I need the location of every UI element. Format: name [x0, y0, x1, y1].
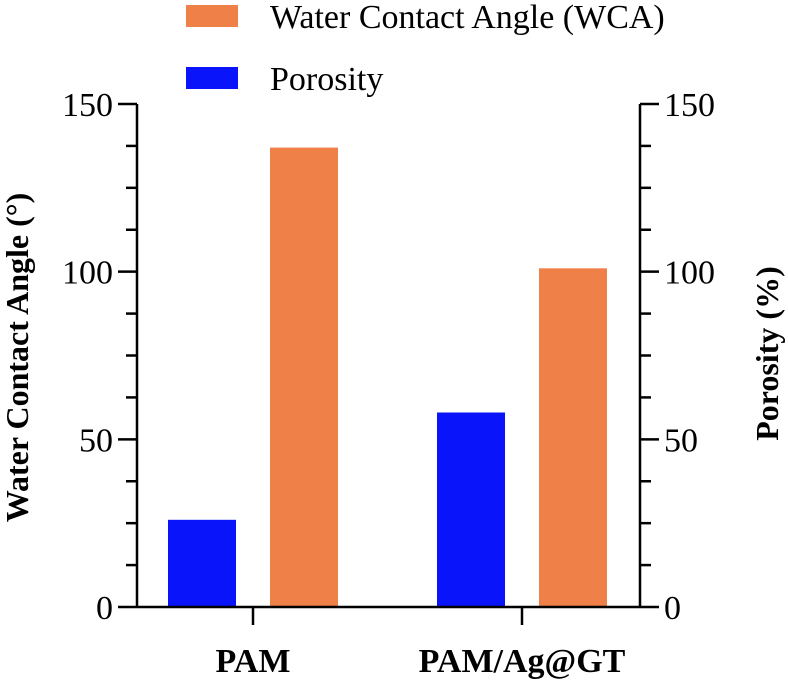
- bar-wca-0: [270, 147, 338, 608]
- y-tick-label-right: 150: [664, 87, 715, 124]
- y-tick-label-left: 100: [62, 255, 113, 292]
- legend-label-1: Porosity: [270, 61, 383, 98]
- x-category-label: PAM: [216, 643, 291, 680]
- y-axis-title-left: Water Contact Angle (°): [0, 193, 35, 522]
- y-tick-label-left: 150: [62, 87, 113, 124]
- y-tick-label-right: 0: [664, 590, 681, 627]
- legend-label-0: Water Contact Angle (WCA): [270, 0, 665, 36]
- legend-swatch-1: [186, 67, 238, 89]
- y-tick-label-left: 0: [96, 590, 113, 627]
- y-tick-label-right: 100: [664, 255, 715, 292]
- bar-porosity-1: [437, 412, 505, 607]
- y-tick-label-left: 50: [79, 422, 113, 459]
- y-axis-title-right: Porosity (%): [749, 266, 785, 440]
- bar-wca-1: [539, 268, 607, 607]
- bar-porosity-0: [168, 519, 236, 607]
- y-tick-label-right: 50: [664, 422, 698, 459]
- x-category-label: PAM/Ag@GT: [419, 643, 626, 680]
- legend-swatch-0: [186, 5, 238, 27]
